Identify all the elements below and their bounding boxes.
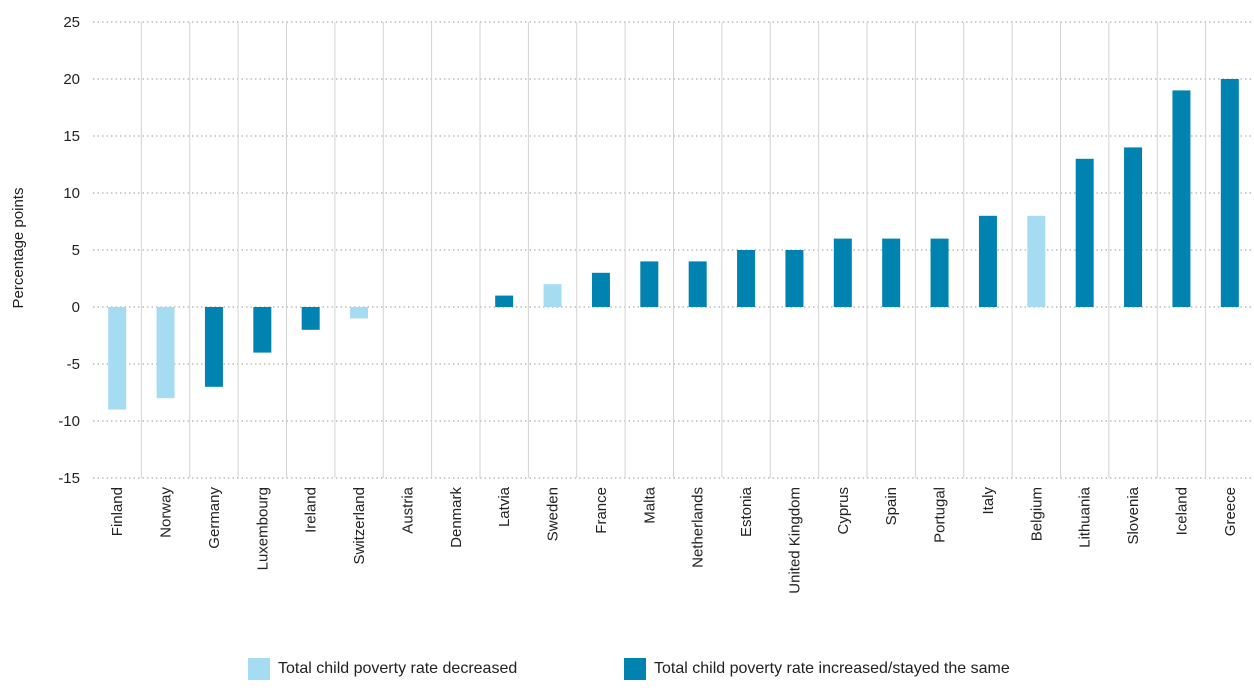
- x-tick-label: Finland: [109, 487, 126, 536]
- y-tick-label: 20: [63, 71, 80, 88]
- bar-spain: [882, 238, 901, 307]
- y-tick-label: 25: [63, 14, 80, 31]
- x-tick-label: Spain: [883, 487, 900, 525]
- bar-luxembourg: [253, 307, 272, 353]
- x-tick-label: Netherlands: [690, 487, 707, 568]
- bar-portugal: [930, 238, 949, 307]
- bar-latvia: [495, 295, 514, 307]
- bar-lithuania: [1075, 158, 1094, 307]
- x-tick-label: Lithuania: [1077, 486, 1094, 548]
- y-tick-label: 5: [72, 242, 80, 259]
- x-tick-label: Iceland: [1173, 487, 1190, 535]
- bar-sweden: [543, 284, 562, 307]
- y-tick-label: 0: [72, 299, 80, 316]
- bar-norway: [156, 307, 175, 399]
- bar-netherlands: [688, 261, 707, 307]
- legend-item-increased: Total child poverty rate increased/staye…: [624, 658, 1010, 680]
- x-tick-label: Sweden: [545, 487, 562, 541]
- x-tick-label: Greece: [1222, 487, 1239, 536]
- x-tick-label: United Kingdom: [786, 487, 803, 594]
- bar-france: [591, 272, 610, 307]
- x-tick-label: Luxembourg: [254, 487, 271, 570]
- bar-germany: [204, 307, 223, 387]
- axes: 25 20 15 10 5 0 -5 -10 -15 Finland Norway Germany Lu…: [58, 14, 1239, 594]
- x-tick-label: Switzerland: [351, 487, 368, 565]
- x-tick-label: Ireland: [303, 487, 320, 533]
- y-tick-label: 10: [63, 185, 80, 202]
- legend-swatch-decreased: [248, 658, 270, 680]
- bar-ireland: [301, 307, 320, 330]
- legend: Total child poverty rate decreased Total…: [0, 658, 1254, 682]
- grid-lines: [93, 21, 1254, 479]
- bars: [108, 79, 1239, 410]
- x-tick-label: Denmark: [448, 487, 465, 548]
- legend-label-decreased: Total child poverty rate decreased: [278, 660, 518, 677]
- bar-malta: [640, 261, 659, 307]
- x-tick-label: Italy: [980, 487, 997, 515]
- bar-switzerland: [350, 307, 369, 319]
- x-tick-label: Belgium: [1028, 487, 1045, 541]
- bar-united-kingdom: [785, 250, 804, 307]
- bar-italy: [978, 215, 997, 307]
- bar-estonia: [737, 250, 756, 307]
- y-axis-label: Percentage points: [10, 188, 27, 309]
- x-tick-label: Austria: [399, 486, 416, 533]
- y-tick-label: -15: [58, 470, 80, 487]
- legend-label-increased: Total child poverty rate increased/staye…: [654, 660, 1010, 677]
- bar-greece: [1220, 79, 1239, 307]
- x-tick-label: Cyprus: [835, 487, 852, 535]
- bar-slovenia: [1124, 147, 1143, 307]
- legend-swatch-increased: [624, 658, 646, 680]
- x-tick-label: Estonia: [738, 486, 755, 537]
- bar-belgium: [1027, 215, 1046, 307]
- x-tick-label: Germany: [206, 487, 223, 549]
- x-tick-label: Slovenia: [1125, 486, 1142, 544]
- x-tick-label: Malta: [641, 486, 658, 523]
- y-tick-label: 15: [63, 128, 80, 145]
- x-tick-label: France: [593, 487, 610, 534]
- y-tick-label: -10: [58, 413, 80, 430]
- bar-finland: [108, 307, 127, 410]
- bar-iceland: [1172, 90, 1191, 308]
- bar-cyprus: [833, 238, 852, 307]
- x-tick-label: Portugal: [932, 487, 949, 543]
- x-tick-label: Norway: [158, 487, 175, 538]
- legend-item-decreased: Total child poverty rate decreased: [248, 658, 517, 680]
- x-tick-label: Latvia: [496, 486, 513, 527]
- y-tick-label: -5: [67, 356, 80, 373]
